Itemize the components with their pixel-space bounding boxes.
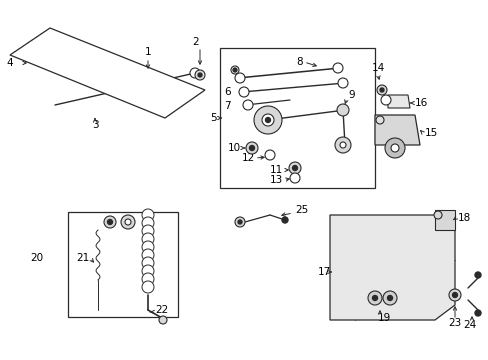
Text: 23: 23 <box>447 318 461 328</box>
Circle shape <box>121 215 135 229</box>
Text: 17: 17 <box>317 267 330 277</box>
Circle shape <box>334 137 350 153</box>
Bar <box>434 210 454 230</box>
Text: 2: 2 <box>192 37 199 47</box>
Circle shape <box>380 95 390 105</box>
Circle shape <box>451 292 457 297</box>
Circle shape <box>376 85 386 95</box>
Text: 3: 3 <box>92 120 98 130</box>
Circle shape <box>142 233 154 245</box>
Circle shape <box>336 104 348 116</box>
Text: 22: 22 <box>155 305 168 315</box>
Circle shape <box>238 220 242 224</box>
Text: 15: 15 <box>424 128 437 138</box>
Text: 24: 24 <box>463 320 476 330</box>
Text: 18: 18 <box>457 213 470 223</box>
Text: 21: 21 <box>76 253 89 263</box>
Circle shape <box>386 296 392 301</box>
Text: 11: 11 <box>269 165 283 175</box>
Text: 5: 5 <box>209 113 216 123</box>
Circle shape <box>142 249 154 261</box>
Circle shape <box>190 68 200 78</box>
Circle shape <box>332 63 342 73</box>
Circle shape <box>382 291 396 305</box>
Circle shape <box>379 88 383 92</box>
Polygon shape <box>374 115 419 145</box>
Text: 8: 8 <box>295 57 302 67</box>
Circle shape <box>249 145 254 150</box>
Text: 10: 10 <box>227 143 241 153</box>
Text: 1: 1 <box>144 47 151 57</box>
Bar <box>68 212 178 317</box>
Circle shape <box>390 144 398 152</box>
Circle shape <box>239 87 248 97</box>
Circle shape <box>104 216 116 228</box>
Circle shape <box>125 219 131 225</box>
Polygon shape <box>329 215 454 320</box>
Circle shape <box>142 209 154 221</box>
Text: 12: 12 <box>242 153 255 163</box>
Circle shape <box>448 289 460 301</box>
Circle shape <box>367 291 381 305</box>
Circle shape <box>372 296 377 301</box>
Circle shape <box>433 211 441 219</box>
Text: 13: 13 <box>269 175 283 185</box>
Circle shape <box>195 70 204 80</box>
Text: 4: 4 <box>6 58 13 68</box>
Text: 16: 16 <box>414 98 427 108</box>
Circle shape <box>375 116 383 124</box>
Text: 14: 14 <box>371 63 385 73</box>
Circle shape <box>474 310 480 316</box>
Text: 9: 9 <box>347 90 354 100</box>
Circle shape <box>142 265 154 277</box>
Circle shape <box>292 166 297 171</box>
Circle shape <box>230 66 239 74</box>
Circle shape <box>337 78 347 88</box>
Text: 6: 6 <box>224 87 230 97</box>
Circle shape <box>245 142 258 154</box>
Circle shape <box>265 117 270 122</box>
Circle shape <box>142 241 154 253</box>
Circle shape <box>142 281 154 293</box>
Circle shape <box>282 217 287 223</box>
Circle shape <box>288 162 301 174</box>
Circle shape <box>142 217 154 229</box>
Circle shape <box>142 273 154 285</box>
Circle shape <box>243 100 252 110</box>
Text: 7: 7 <box>224 101 230 111</box>
Circle shape <box>474 272 480 278</box>
Polygon shape <box>10 28 204 118</box>
Circle shape <box>235 73 244 83</box>
Circle shape <box>232 68 237 72</box>
Text: 25: 25 <box>294 205 307 215</box>
Circle shape <box>262 114 273 126</box>
Text: 20: 20 <box>30 253 43 263</box>
Circle shape <box>264 150 274 160</box>
Circle shape <box>159 316 167 324</box>
Bar <box>220 48 374 188</box>
Circle shape <box>142 257 154 269</box>
Circle shape <box>253 106 282 134</box>
Circle shape <box>198 73 202 77</box>
Circle shape <box>384 138 404 158</box>
Circle shape <box>289 173 299 183</box>
Text: 19: 19 <box>377 313 390 323</box>
Circle shape <box>107 220 112 225</box>
Circle shape <box>339 142 346 148</box>
Circle shape <box>235 217 244 227</box>
Circle shape <box>142 225 154 237</box>
Polygon shape <box>387 95 409 108</box>
